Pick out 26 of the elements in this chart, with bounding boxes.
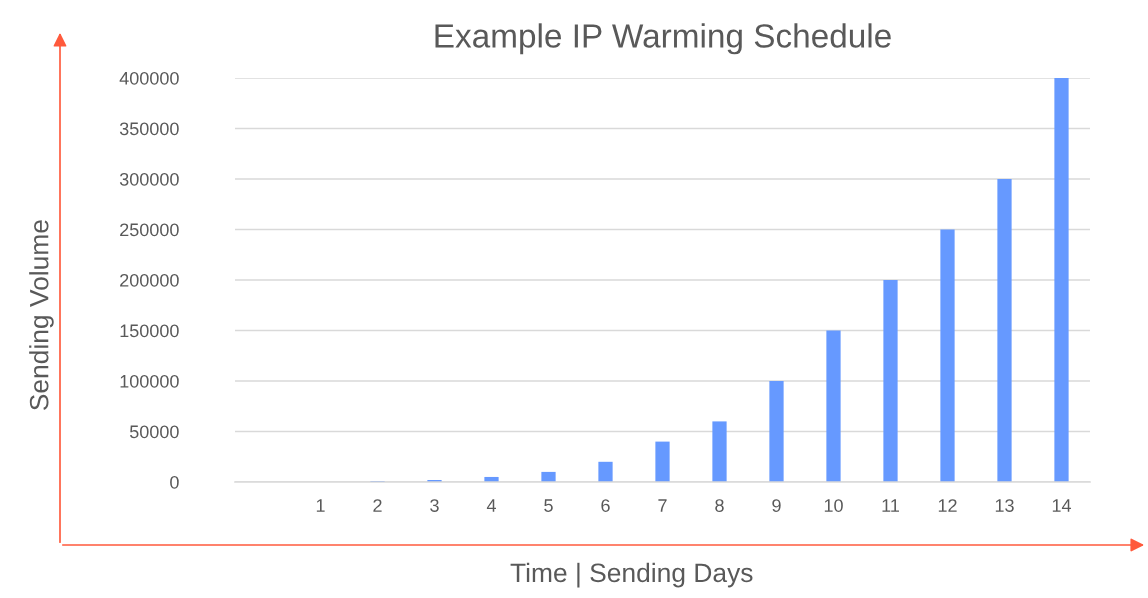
y-tick-label: 200000 (120, 273, 179, 287)
x-tick-label: 4 (486, 499, 496, 512)
y-tick-label: 400000 (119, 71, 179, 85)
x-tick-label: 1 (316, 499, 325, 512)
x-tick-label: 7 (658, 499, 667, 512)
y-tick-label: 100000 (120, 374, 179, 388)
x-axis-title: Time | Sending Days (510, 562, 753, 588)
x-tick-label: 3 (430, 499, 439, 512)
y-axis-title: Sending Volume (29, 220, 54, 411)
y-tick-label: 50000 (129, 425, 179, 439)
x-tick-label: 9 (772, 499, 781, 512)
y-tick-label: 150000 (120, 324, 179, 338)
x-tick-label: 6 (601, 499, 610, 512)
x-tick-label: 11 (882, 499, 899, 512)
x-tick-label: 10 (824, 499, 843, 512)
chart-title: Example IP Warming Schedule (435, 23, 891, 55)
x-tick-label: 13 (995, 499, 1014, 512)
y-tick-label: 350000 (119, 122, 179, 136)
y-tick-label: 0 (170, 475, 179, 489)
x-tick-label: 14 (1052, 499, 1072, 512)
x-tick-label: 5 (544, 499, 553, 512)
x-tick-label: 8 (715, 499, 724, 512)
x-tick-label: 12 (938, 499, 957, 512)
y-tick-label: 300000 (119, 172, 179, 186)
x-tick-label: 2 (373, 499, 382, 512)
y-tick-label: 250000 (120, 223, 179, 237)
